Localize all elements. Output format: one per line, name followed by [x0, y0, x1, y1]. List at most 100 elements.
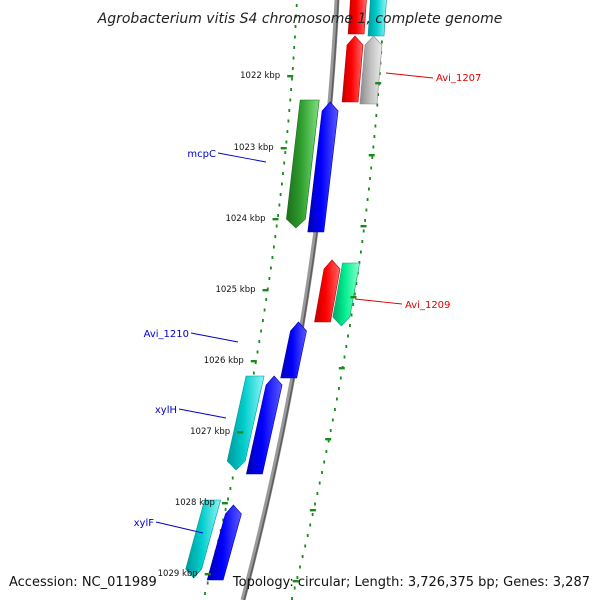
- scale-dot: [231, 476, 234, 480]
- gene-label-avi-1210: Avi_1210: [144, 329, 189, 340]
- scale-dot: [294, 25, 297, 28]
- gene-label-xylh: xylH: [155, 405, 177, 416]
- scale-tick: [309, 509, 316, 512]
- scale-dot: [362, 229, 365, 233]
- scale-dot: [296, 576, 299, 579]
- scale-dot: [336, 397, 338, 401]
- gene-arrow-red: [341, 35, 364, 103]
- scale-dot: [258, 340, 261, 343]
- scale-tick-label: 1026 kbp: [204, 356, 244, 366]
- scale-dot: [291, 67, 294, 70]
- scale-dot: [282, 172, 284, 175]
- scale-dot: [327, 439, 330, 443]
- scale-dot: [334, 408, 336, 411]
- gene-label-leader: [178, 408, 227, 419]
- gene-labels: Avi_1207 mcpC Avi_1209 Avi_1210 xylH xylF: [134, 72, 481, 534]
- gene-label-leader: [217, 152, 267, 163]
- scale-tick: [375, 82, 382, 85]
- gene-arrow-cyan: [367, 0, 387, 37]
- scale-tick-label: 1025 kbp: [215, 285, 255, 295]
- gene-arrow-spring-green: [332, 262, 360, 327]
- scale-dot: [353, 292, 356, 296]
- scale-tick-label: 1029 kbp: [158, 569, 198, 579]
- scale-dot: [254, 361, 257, 364]
- gene-label-mcpc: mcpC: [187, 149, 216, 160]
- scale-dot: [343, 355, 346, 359]
- scale-dot: [304, 544, 307, 548]
- scale-tick: [292, 580, 299, 583]
- scale-dot: [360, 250, 362, 254]
- scale-dot: [290, 88, 292, 91]
- gene-arrow-blue: [206, 504, 242, 581]
- scale-dot: [311, 513, 314, 516]
- scale-dot: [347, 334, 349, 338]
- scale-dot: [252, 371, 255, 375]
- scale-dot: [273, 245, 275, 249]
- gene-arrow-blue: [307, 101, 339, 233]
- scale-dot: [371, 156, 374, 159]
- scale-dot: [329, 429, 332, 432]
- scale-dot: [369, 177, 371, 180]
- scale-dot: [299, 565, 301, 569]
- scale-dot: [358, 261, 361, 264]
- scale-dot: [309, 523, 312, 527]
- scale-dot: [381, 40, 383, 44]
- scale-tick-label: 1022 kbp: [240, 71, 280, 81]
- scale-dot: [370, 166, 373, 170]
- scale-tick: [221, 502, 228, 505]
- scale-dot: [293, 46, 296, 49]
- scale-tick-label: 1027 kbp: [190, 427, 230, 437]
- scale-dot: [338, 387, 340, 390]
- scale-dot: [265, 298, 268, 301]
- gene-label-leader: [354, 298, 403, 305]
- scale-dot: [349, 324, 351, 327]
- scale-dot: [361, 240, 364, 243]
- scale-dot: [262, 319, 264, 322]
- scale-dot: [301, 555, 304, 558]
- scale-dot: [279, 193, 282, 196]
- scale-dot: [204, 592, 206, 595]
- scale-dot: [284, 151, 287, 154]
- scale-dot: [206, 581, 209, 585]
- scale-dot: [285, 140, 288, 144]
- gene-label-avi-1207: Avi_1207: [436, 73, 481, 84]
- scale-dot: [256, 350, 259, 354]
- scale-dot: [372, 145, 375, 149]
- gene-arrow-cyan: [185, 499, 221, 579]
- scale-dot: [287, 119, 290, 123]
- scale-dot: [229, 487, 232, 490]
- scale-dot: [323, 460, 326, 464]
- scale-dot: [260, 329, 262, 333]
- scale-dot: [274, 235, 277, 238]
- scale-dot: [289, 98, 292, 102]
- scale-dot: [368, 187, 370, 191]
- scale-dot: [222, 518, 225, 522]
- scale-dot: [366, 198, 369, 201]
- scale-dot: [345, 345, 348, 348]
- scale-tick-label: 1024 kbp: [225, 214, 265, 224]
- scale-dot: [318, 481, 321, 485]
- scale-dot: [281, 182, 283, 186]
- scale-dot: [325, 450, 328, 453]
- gene-arrow-cyan: [226, 375, 265, 471]
- scale-dot: [306, 534, 309, 537]
- scale-dot: [270, 266, 272, 270]
- gene-label-avi-1209: Avi_1209: [405, 300, 450, 311]
- scale-dot: [374, 124, 377, 128]
- gene-label-leader: [155, 521, 204, 534]
- scale-dot: [376, 103, 379, 107]
- scale-dot: [295, 14, 297, 18]
- scale-dot: [283, 161, 286, 165]
- scale-dot: [314, 502, 316, 506]
- scale-dot: [373, 135, 376, 138]
- scale-tick: [350, 296, 357, 299]
- gene-arrow-red: [314, 259, 341, 323]
- scale-tick-label: 1023 kbp: [234, 143, 274, 153]
- gene-label-leader: [190, 332, 239, 343]
- accession-text: Accession: NC_011989: [9, 575, 157, 590]
- gene-label-xylf: xylF: [134, 518, 155, 529]
- scale-dot: [350, 313, 353, 317]
- scale-dot: [377, 93, 379, 96]
